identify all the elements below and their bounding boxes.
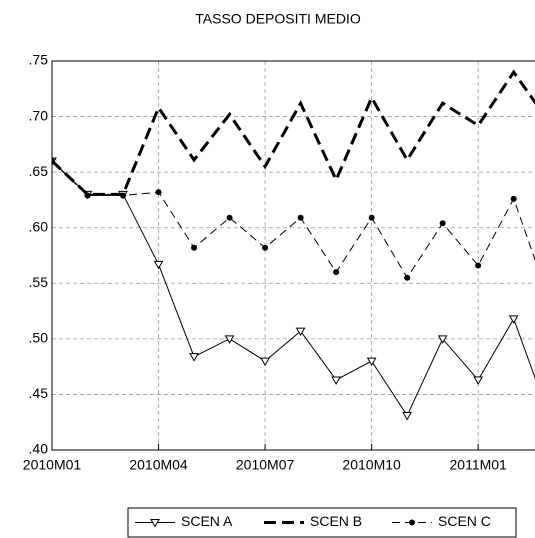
y-tick-label: .55 [29,274,49,290]
marker [120,192,127,199]
marker [366,357,377,367]
legend-label: SCEN A [181,513,233,529]
marker [224,335,235,344]
marker [404,274,411,281]
marker [150,519,160,528]
y-tick-label: .40 [29,441,49,457]
x-tick-label: 2010M07 [236,457,295,473]
plot-area [52,69,535,421]
marker [84,192,91,199]
x-tick-label: 2010M04 [129,457,188,473]
marker [368,214,375,221]
chart-title: TASSO DEPOSITI MEDIO [195,11,361,27]
marker [52,158,55,165]
marker [295,327,306,337]
marker [333,269,340,276]
marker [189,353,199,362]
marker [155,189,162,196]
legend-label: SCEN B [310,513,362,529]
marker [153,260,164,270]
y-tick-label: .60 [29,218,49,234]
marker [191,244,198,251]
y-tick-label: .45 [29,385,49,401]
marker [508,315,519,324]
marker [331,376,341,385]
x-tick-label: 2010M01 [23,457,82,473]
y-tick-label: .50 [29,330,49,346]
marker [437,335,448,344]
marker [475,262,482,269]
marker [262,244,269,251]
y-tick-label: .75 [29,52,49,68]
marker [402,412,413,421]
marker [409,519,415,526]
x-tick-label: 2011M01 [450,457,508,473]
series-line [52,160,535,279]
plot-frame [51,60,535,451]
marker [260,357,270,367]
series-line [52,160,535,417]
marker [510,195,517,202]
legend-box [127,507,517,538]
marker [226,214,233,221]
y-tick-label: .70 [29,107,49,123]
legend-label: SCEN C [438,513,491,529]
x-tick-label: 2010M10 [342,457,401,473]
marker [439,220,446,227]
y-tick-label: .65 [29,163,49,179]
marker [297,214,304,221]
series-line [52,69,535,196]
marker [473,376,484,385]
